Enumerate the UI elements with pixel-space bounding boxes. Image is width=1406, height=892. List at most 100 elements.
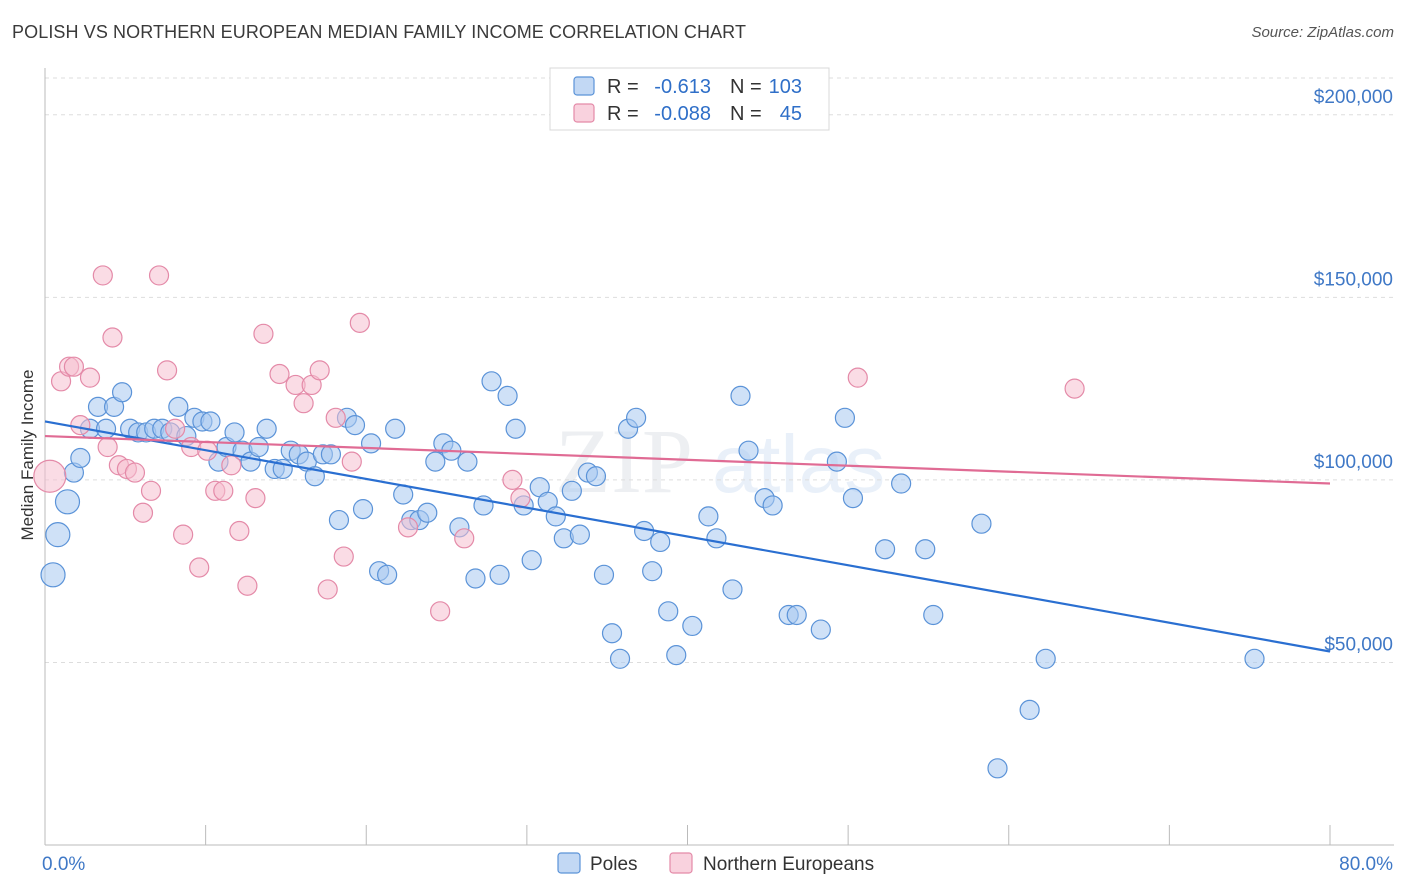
northern-europeans-point-30 [293,393,314,414]
poles-point-78 [666,645,687,666]
legend-r-value-poles: -0.613 [654,76,711,98]
poles-point-9 [111,382,133,403]
chart-title: POLISH VS NORTHERN EUROPEAN MEDIAN FAMIL… [12,22,747,42]
poles-point-16 [168,396,189,417]
poles-point-40 [360,433,382,454]
poles-point-69 [593,564,615,585]
poles-point-36 [328,509,350,531]
poles-point-81 [706,528,727,549]
poles-point-43 [385,418,406,439]
northern-europeans-point-22 [213,480,234,501]
series-legend: Poles Northern Europeans [557,852,874,875]
poles-point-52 [457,451,478,472]
poles-point-27 [256,418,277,439]
poles-point-60 [521,550,542,571]
poles-point-80 [698,506,719,527]
poles-point-38 [344,415,366,436]
x-tick-label-1: 80.0% [1339,854,1393,875]
northern-europeans-point-41 [502,469,523,490]
northern-europeans-point-0 [33,459,67,493]
trend-lines [44,420,1331,653]
legend-r-value-northern-europeans: -0.088 [654,103,711,125]
poles-point-23 [224,422,245,443]
axes [44,68,1394,846]
y-axis-title: Median Family Income [18,369,37,540]
poles-point-90 [826,451,847,472]
poles-point-68 [585,466,607,487]
northern-europeans-point-27 [253,323,274,344]
northern-europeans-point-43 [847,367,868,388]
northern-europeans-point-36 [341,451,362,472]
poles-point-88 [786,604,807,626]
northern-europeans-point-34 [325,407,346,428]
poles-point-83 [730,385,751,407]
legend-n-label-northern-europeans: N = [730,103,762,125]
northern-europeans-point-38 [397,517,419,538]
poles-point-97 [987,758,1008,779]
northern-europeans-point-12 [132,502,154,523]
poles-point-20 [200,411,221,432]
poles-point-26 [248,436,269,458]
poles-point-1 [45,522,71,548]
northern-europeans-point-16 [165,418,186,439]
poles-point-79 [682,615,703,637]
poles-point-99 [1035,648,1056,669]
grid-lines [45,77,1394,663]
northern-europeans-point-17 [173,524,194,545]
poles-point-0 [40,562,66,588]
poles-point-55 [481,371,502,392]
poles-point-58 [505,418,526,439]
northern-europeans-point-44 [1064,378,1085,399]
legend-r-label-northern-europeans: R = [607,103,639,125]
poles-point-96 [971,513,992,534]
stats-legend-box [549,67,830,131]
poles-point-71 [609,648,631,669]
poles-point-42 [377,564,398,585]
northern-europeans-point-39 [430,601,451,622]
northern-europeans-point-28 [269,363,290,385]
northern-europeans-point-13 [140,480,162,501]
poles-point-66 [569,524,590,545]
poles-point-65 [561,480,582,501]
poles-point-92 [842,488,864,509]
northern-europeans-point-26 [245,488,266,509]
poles-point-70 [601,623,623,644]
northern-europeans-point-8 [102,327,123,348]
poles-point-100 [1244,648,1265,669]
bottom-legend-label-northern-europeans: Northern Europeans [703,854,874,875]
northern-europeans-point-40 [454,528,475,549]
poles-point-63 [545,506,566,527]
bottom-legend-swatch-poles [557,852,581,874]
northern-europeans-point-15 [156,360,178,381]
poles-point-56 [489,564,510,585]
legend-swatch-northern-europeans [573,103,595,123]
northern-europeans-point-35 [333,546,354,567]
stats-legend: R = -0.613 N = 103 R = -0.088 N = 45 [549,67,830,131]
poles-point-48 [425,451,446,472]
northern-europeans-point-37 [349,312,370,333]
poles-point-39 [352,498,374,520]
poles-points [40,371,1265,779]
poles-trend-line [44,420,1331,653]
y-tick-label-2: $150,000 [1314,269,1393,290]
poles-point-84 [738,440,759,461]
poles-point-95 [915,539,936,560]
poles-point-98 [1019,699,1040,721]
poles-point-35 [320,444,342,465]
y-tick-label-0: $50,000 [1324,634,1393,655]
tick-labels: $50,000 $100,000 $150,000 $200,000 0.0% 80.0% [42,87,1393,875]
northern-europeans-point-5 [79,367,101,388]
poles-point-73 [625,407,647,428]
northern-europeans-trend-line [44,434,1331,485]
northern-europeans-point-23 [221,455,242,476]
poles-point-91 [834,407,856,428]
poles-point-76 [650,531,671,553]
poles-point-4 [70,447,91,469]
poles-point-77 [658,601,679,622]
y-tick-label-1: $100,000 [1314,452,1393,473]
northern-europeans-points [33,265,1085,622]
poles-point-101 [923,604,944,626]
legend-r-label-poles: R = [607,76,639,98]
poles-point-57 [497,385,518,407]
